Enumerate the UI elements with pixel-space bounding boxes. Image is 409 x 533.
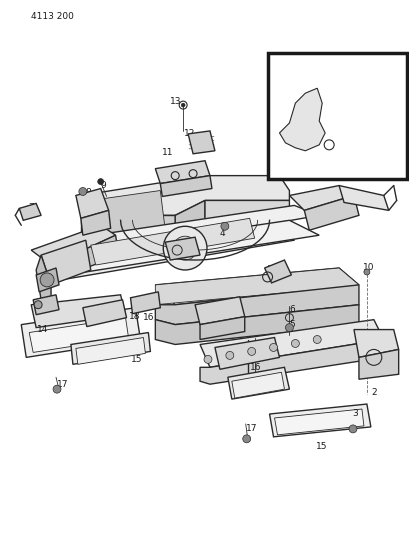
Text: 21: 21 [295,96,306,106]
Text: 20: 20 [90,313,101,322]
Polygon shape [264,260,291,283]
Polygon shape [90,190,165,240]
Polygon shape [358,350,398,379]
Text: 2: 2 [370,387,376,397]
Circle shape [204,356,211,364]
Text: 18: 18 [128,312,140,321]
Circle shape [53,385,61,393]
Polygon shape [76,189,108,219]
Text: 6: 6 [289,305,294,314]
Text: 17: 17 [245,424,257,433]
Polygon shape [81,175,289,215]
Circle shape [163,227,207,270]
Polygon shape [303,196,358,230]
Text: 10: 10 [362,263,374,272]
Text: 15: 15 [130,355,142,364]
Circle shape [247,348,255,356]
Text: 1: 1 [50,259,56,268]
Text: 19: 19 [179,248,191,256]
Circle shape [40,273,54,287]
Text: 14: 14 [37,325,49,334]
Text: 3: 3 [351,409,357,418]
Text: 14: 14 [236,382,247,391]
Polygon shape [36,255,51,300]
Polygon shape [31,295,125,328]
Polygon shape [165,237,200,260]
Polygon shape [36,268,59,292]
Text: 16: 16 [249,363,261,372]
Polygon shape [31,225,115,265]
Polygon shape [231,372,284,398]
Circle shape [79,188,87,196]
Polygon shape [269,404,370,437]
Text: 5: 5 [289,320,294,329]
Text: 9: 9 [101,181,106,190]
Circle shape [291,340,299,348]
Polygon shape [353,329,398,358]
Polygon shape [90,219,254,265]
Polygon shape [188,131,214,154]
Text: 4113 200: 4113 200 [31,12,74,21]
Polygon shape [175,200,204,235]
Polygon shape [160,175,211,197]
Text: 18: 18 [37,278,49,287]
Circle shape [97,179,103,184]
Text: 8: 8 [266,265,272,274]
Circle shape [34,301,42,309]
Polygon shape [155,161,209,183]
Circle shape [285,324,293,332]
Polygon shape [155,305,358,344]
Circle shape [269,343,277,351]
Text: 12: 12 [184,130,196,139]
Polygon shape [51,235,118,280]
Circle shape [225,351,233,359]
Circle shape [348,425,356,433]
Polygon shape [155,285,358,325]
Polygon shape [155,268,358,305]
Polygon shape [81,211,110,235]
Polygon shape [200,340,383,384]
Polygon shape [29,318,128,352]
Circle shape [173,236,197,260]
Polygon shape [81,215,175,235]
Text: 17: 17 [57,379,69,389]
Text: 8: 8 [85,188,90,197]
Polygon shape [83,300,126,327]
Circle shape [312,336,320,343]
Polygon shape [56,225,294,280]
Polygon shape [56,220,319,272]
Polygon shape [61,205,319,255]
Polygon shape [338,185,388,211]
Polygon shape [41,240,90,285]
Text: 18: 18 [162,244,173,253]
Polygon shape [214,337,279,369]
Polygon shape [76,337,145,365]
Polygon shape [289,185,353,211]
Polygon shape [200,317,244,340]
Text: 16: 16 [142,313,154,322]
Polygon shape [227,367,289,399]
Text: 7: 7 [28,203,34,212]
Text: 13: 13 [170,96,182,106]
Text: 11: 11 [161,148,173,157]
Circle shape [242,435,250,443]
Polygon shape [279,88,324,151]
Polygon shape [274,409,363,435]
Text: 4: 4 [218,229,224,238]
Polygon shape [195,297,244,325]
Polygon shape [130,292,160,314]
Circle shape [220,222,228,230]
Polygon shape [204,200,289,220]
Polygon shape [21,308,140,358]
Polygon shape [155,268,358,305]
Polygon shape [200,320,383,367]
Polygon shape [33,295,59,314]
Circle shape [181,103,185,107]
Polygon shape [71,333,150,365]
Circle shape [363,269,369,275]
Bar [267,53,406,179]
Text: 15: 15 [315,442,326,451]
Polygon shape [19,204,41,220]
Text: 22: 22 [357,126,369,135]
